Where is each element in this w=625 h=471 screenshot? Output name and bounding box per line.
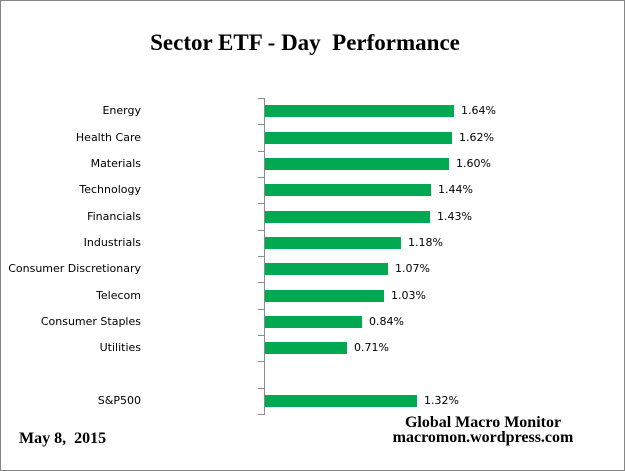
value-label: 1.44%: [438, 183, 473, 196]
bar: [265, 316, 362, 328]
value-label: 1.43%: [437, 210, 472, 223]
axis-tick: [258, 309, 264, 310]
chart-date: May 8, 2015: [19, 430, 107, 447]
bar: [265, 263, 388, 275]
bar: [265, 237, 401, 249]
axis-tick: [258, 335, 264, 336]
axis-tick: [258, 414, 264, 415]
bar: [265, 184, 431, 196]
chart-title: Sector ETF - Day Performance: [150, 30, 460, 55]
axis-tick: [258, 124, 264, 125]
axis-tick: [258, 203, 264, 204]
category-label: Materials: [90, 157, 141, 170]
category-label: Industrials: [83, 236, 141, 249]
value-label: 0.84%: [369, 315, 404, 328]
bar: [265, 105, 454, 117]
bar: [265, 158, 449, 170]
value-label: 1.03%: [391, 289, 426, 302]
axis-tick: [258, 388, 264, 389]
axis-tick: [258, 177, 264, 178]
axis-tick: [258, 98, 264, 99]
value-label: 1.62%: [459, 131, 494, 144]
bar: [265, 290, 384, 302]
axis-tick: [258, 256, 264, 257]
category-label: Consumer Staples: [40, 315, 141, 328]
value-label: 1.32%: [424, 394, 459, 407]
attribution-block: Global Macro Monitor macromon.wordpress.…: [392, 414, 574, 446]
category-label: Telecom: [96, 289, 141, 302]
value-label: 1.64%: [461, 104, 496, 117]
bar: [265, 211, 430, 223]
bar: [265, 342, 347, 354]
category-axis-line: [264, 98, 265, 415]
value-label: 0.71%: [354, 341, 389, 354]
value-label: 1.60%: [456, 157, 491, 170]
value-label: 1.07%: [395, 262, 430, 275]
axis-tick: [258, 151, 264, 152]
axis-tick: [258, 361, 264, 362]
axis-tick: [258, 230, 264, 231]
bar: [265, 395, 417, 407]
category-label: Health Care: [75, 131, 141, 144]
axis-tick: [258, 282, 264, 283]
category-label: Technology: [79, 183, 141, 196]
bar: [265, 132, 452, 144]
attribution-url: macromon.wordpress.com: [392, 429, 574, 446]
category-label: Consumer Discretionary: [8, 262, 141, 275]
attribution-name: Global Macro Monitor: [404, 414, 562, 431]
category-label: Utilities: [99, 341, 141, 354]
category-label: S&P500: [97, 394, 141, 407]
value-label: 1.18%: [408, 236, 443, 249]
category-label: Energy: [102, 104, 141, 117]
category-label: Financials: [87, 210, 141, 223]
